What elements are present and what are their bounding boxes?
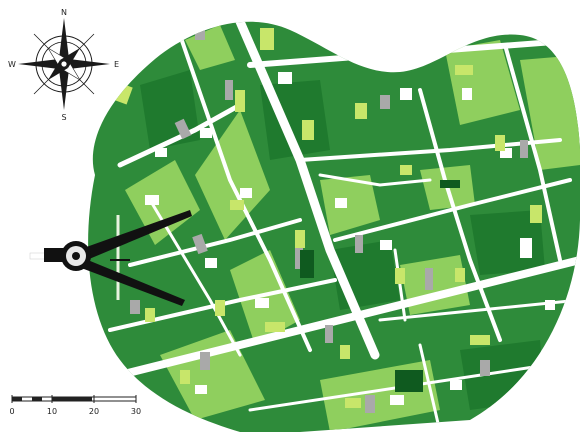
compass-label-e: E <box>114 60 119 69</box>
scale-tick-10: 10 <box>47 407 57 416</box>
drafting-compass-icon <box>29 210 192 306</box>
scale-bar: 0 10 20 30 <box>9 395 141 416</box>
streets <box>96 21 580 432</box>
compass-label-w: W <box>8 60 16 69</box>
compass-label-s: S <box>61 113 66 122</box>
compass-needle-e <box>69 59 110 69</box>
buildings-dark <box>300 180 460 392</box>
compass-needle-n <box>59 18 69 59</box>
buildings-white <box>145 72 555 405</box>
scale-tick-0: 0 <box>9 407 14 416</box>
compass-needle-s <box>59 69 69 110</box>
compass-label-n: N <box>61 8 67 17</box>
buildings-lime <box>115 28 542 415</box>
scale-tick-30: 30 <box>131 407 141 416</box>
compass-rose: N S E W <box>8 8 119 122</box>
compass-needle-w <box>18 59 59 69</box>
scale-tick-20: 20 <box>89 407 99 416</box>
